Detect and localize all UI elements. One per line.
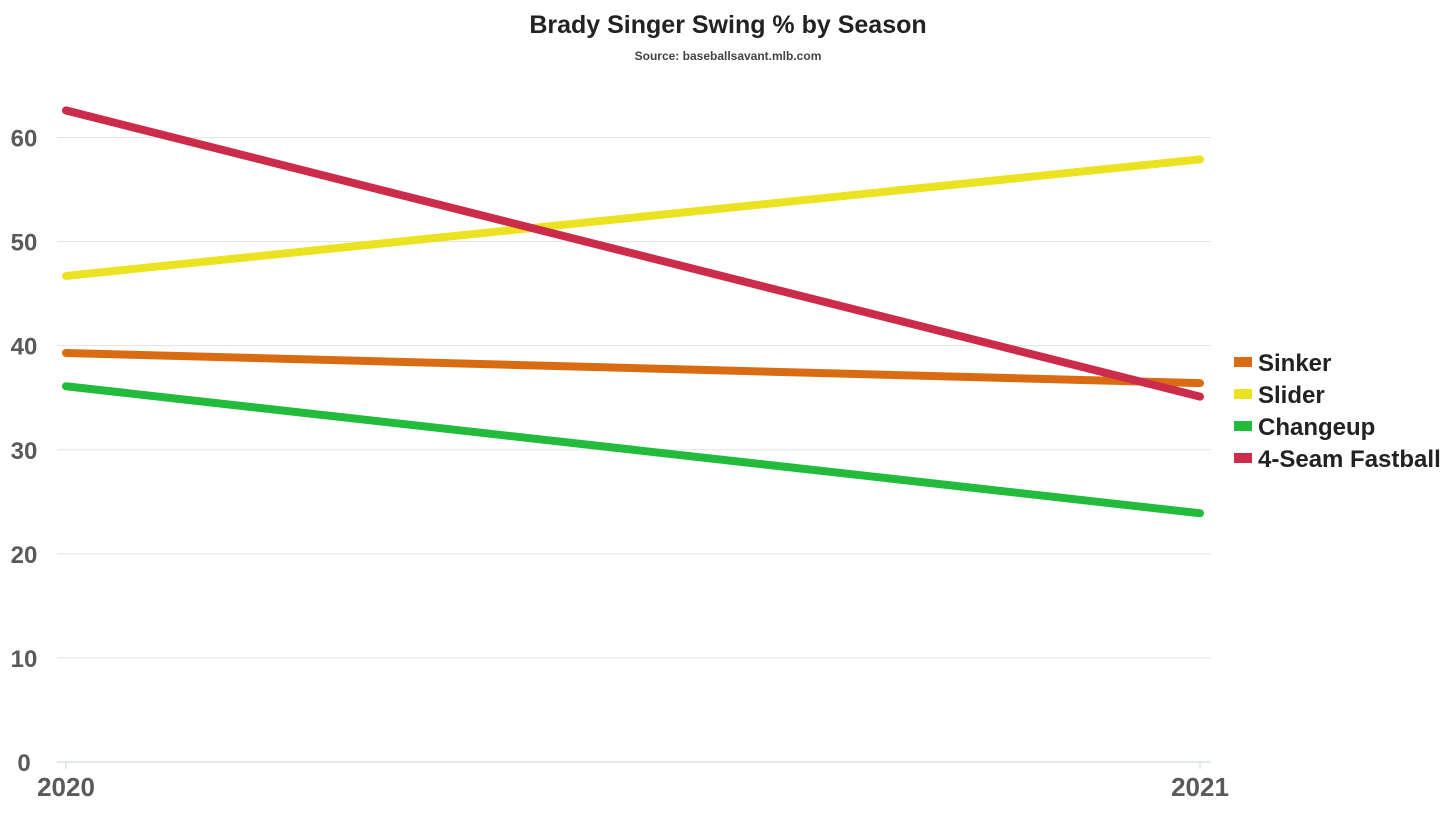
data-point-4-seam-fastball [62, 106, 70, 114]
legend-swatch-4-seam-fastball [1234, 453, 1252, 463]
y-tick-label: 50 [11, 230, 38, 257]
legend: Sinker Slider Changeup 4-Seam Fastball [1234, 350, 1441, 473]
chart-subtitle: Source: baseballsavant.mlb.com [635, 49, 822, 63]
y-tick-label: 40 [11, 334, 38, 361]
legend-swatch-sinker [1234, 357, 1252, 367]
series-lines [62, 106, 1204, 518]
y-tick-label: 60 [11, 126, 38, 153]
data-point-changeup [1196, 509, 1204, 517]
y-tick-label: 30 [11, 438, 38, 465]
data-point-4-seam-fastball [1196, 393, 1204, 401]
legend-label-4-seam-fastball: 4-Seam Fastball [1258, 446, 1441, 473]
chart-title: Brady Singer Swing % by Season [529, 11, 926, 39]
series-line-sinker [62, 348, 1204, 388]
data-point-sinker [62, 349, 70, 357]
data-point-slider [62, 272, 70, 280]
data-point-changeup [62, 382, 70, 390]
x-axis-ticks: 2020 2021 [37, 762, 1229, 802]
data-point-slider [1196, 155, 1204, 163]
series-line-4-seam-fastball [62, 106, 1204, 401]
legend-label-sinker: Sinker [1258, 350, 1331, 377]
y-tick-label: 20 [11, 542, 38, 569]
legend-swatch-changeup [1234, 421, 1252, 431]
legend-label-changeup: Changeup [1258, 414, 1375, 441]
series-line-changeup [62, 382, 1204, 518]
x-tick-label: 2021 [1171, 772, 1229, 802]
data-point-sinker [1196, 379, 1204, 387]
y-axis-ticks: 0 10 20 30 40 50 60 [11, 126, 38, 778]
x-tick-label: 2020 [37, 772, 95, 802]
legend-swatch-slider [1234, 389, 1252, 399]
y-tick-label: 10 [11, 646, 38, 673]
legend-label-slider: Slider [1258, 382, 1325, 409]
series-line-slider [62, 155, 1204, 280]
y-tick-label: 0 [17, 750, 30, 777]
